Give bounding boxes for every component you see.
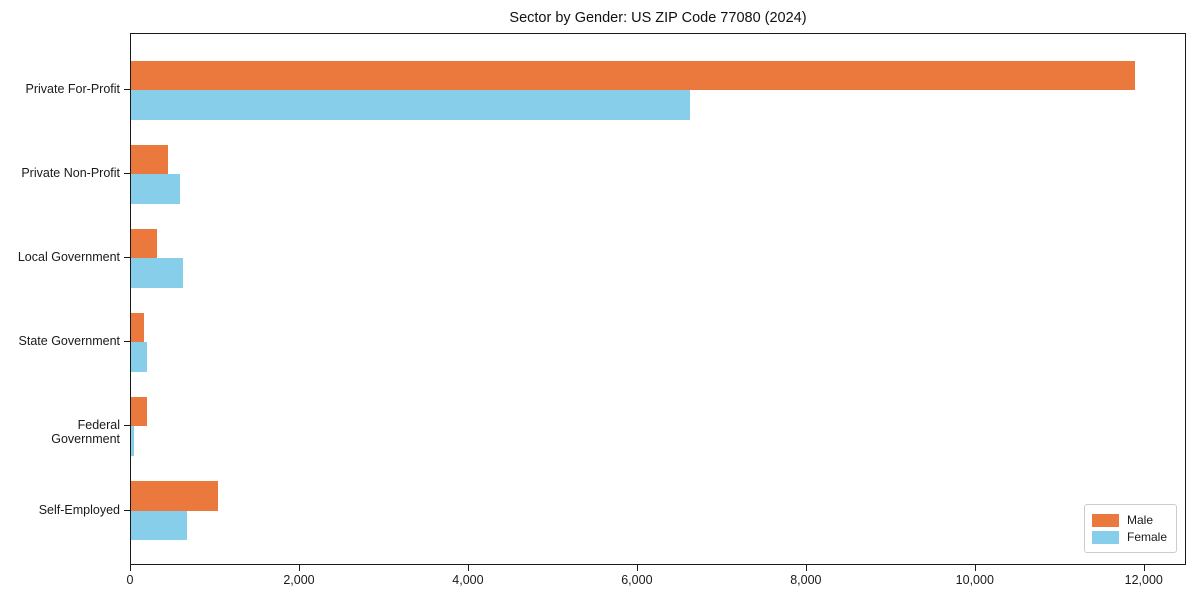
y-tick	[124, 89, 130, 90]
bar-male-5	[131, 396, 148, 427]
legend-swatch-female	[1091, 530, 1119, 544]
y-tick	[124, 341, 130, 343]
x-tick-label: 0	[126, 573, 134, 587]
bar-male-4	[131, 312, 144, 343]
bar-male-2	[131, 144, 169, 175]
bar-female-2	[131, 174, 180, 204]
x-tick	[1143, 565, 1145, 571]
y-tick	[124, 173, 130, 175]
x-tick	[636, 565, 638, 571]
x-tick-label: 8,000	[790, 573, 822, 587]
bar-female-5	[131, 426, 135, 456]
legend-swatch-male	[1091, 513, 1119, 527]
bar-female-1	[131, 90, 691, 120]
bar-male-3	[131, 228, 158, 259]
x-tick	[130, 565, 131, 571]
x-tick-label: 12,000	[1124, 573, 1163, 587]
legend: Male Female	[1083, 504, 1177, 553]
bar-male-6	[131, 481, 218, 511]
bar-female-6	[131, 510, 187, 540]
plot-area: Male Female	[130, 33, 1186, 565]
y-tick-label: Private Non-Profit	[21, 166, 120, 181]
bar-female-4	[131, 342, 148, 372]
legend-item-female: Female	[1091, 530, 1167, 544]
y-tick-label: Private For-Profit	[25, 82, 120, 96]
y-tick-label: Local Government	[17, 250, 120, 265]
x-tick	[467, 565, 469, 571]
y-tick	[124, 425, 130, 427]
x-tick	[974, 565, 976, 571]
x-tick	[805, 565, 807, 571]
y-tick-label: Self-Employed	[38, 502, 120, 517]
x-tick-label: 4,000	[452, 573, 484, 587]
legend-item-male: Male	[1091, 513, 1167, 527]
x-tick-label: 6,000	[621, 573, 653, 587]
y-tick	[124, 257, 130, 259]
x-tick-label: 10,000	[955, 573, 994, 587]
chart-title: Sector by Gender: US ZIP Code 77080 (202…	[509, 10, 807, 26]
bar-female-3	[131, 258, 183, 288]
x-tick	[298, 565, 300, 571]
y-tick-label: Federal Government	[51, 418, 120, 447]
legend-label: Male	[1126, 513, 1153, 527]
bar-male-1	[131, 60, 1136, 90]
legend-label: Female	[1126, 530, 1167, 544]
y-tick-label: State Government	[18, 334, 120, 349]
y-tick	[124, 509, 130, 511]
x-tick-label: 2,000	[283, 573, 315, 587]
